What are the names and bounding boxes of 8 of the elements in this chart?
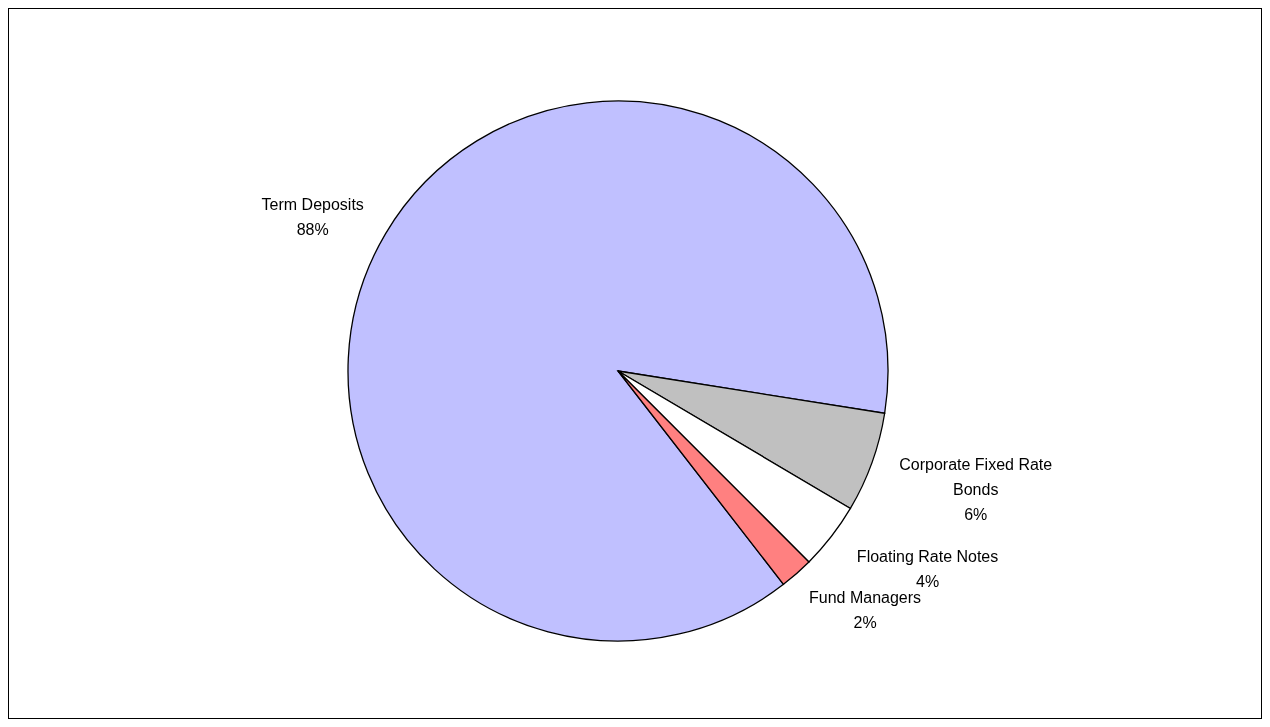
- slice-label: Floating Rate Notes: [856, 548, 999, 566]
- slice-label: Term Deposits: [261, 195, 364, 213]
- data-label: 4%: [916, 573, 940, 591]
- data-label: 6%: [964, 505, 988, 523]
- slice-label: Corporate Fixed Rate Bonds: [899, 455, 1053, 498]
- slice-label: Fund Managers: [809, 588, 922, 606]
- data-label: 2%: [853, 613, 877, 631]
- data-label: 88%: [296, 220, 329, 238]
